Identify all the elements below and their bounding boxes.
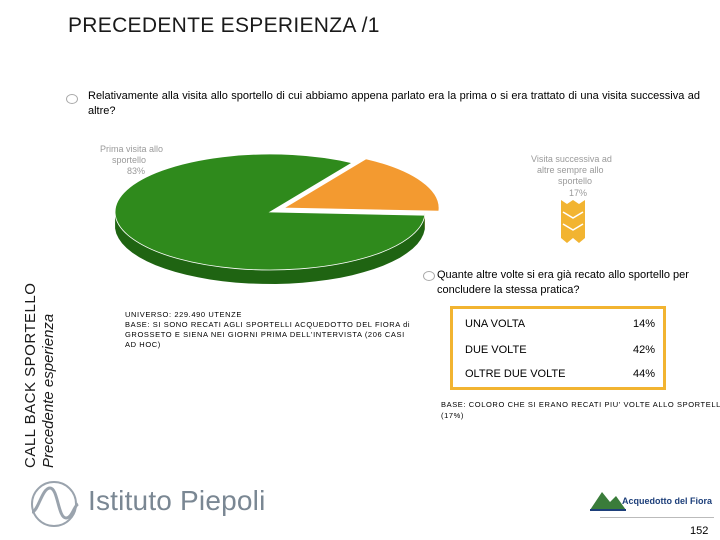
visits-table: UNA VOLTA 14% DUE VOLTE 42% OLTRE DUE VO… — [450, 306, 666, 390]
footer-divider — [600, 517, 714, 518]
table-row-label: DUE VOLTE — [465, 344, 527, 356]
partner-logo-text: Acquedotto del Fiora — [622, 496, 712, 506]
table-row-label: OLTRE DUE VOLTE — [465, 368, 566, 380]
pie-label-first-visit-line2: sportello — [112, 155, 146, 165]
pie-slice-2 — [282, 158, 440, 212]
pie-label-subsequent: Visita successiva ad — [531, 154, 612, 164]
pie-label-first-visit: Prima visita allo — [100, 144, 163, 154]
bullet-icon — [66, 94, 78, 104]
pie-slice-side-1 — [115, 214, 425, 284]
arrow-down-icon — [561, 200, 585, 243]
pie-group — [114, 153, 440, 284]
pie-pct-subsequent: 17% — [569, 188, 587, 198]
table-row-value: 42% — [632, 344, 655, 356]
mountain-logo-icon — [590, 492, 626, 511]
pie-slice-1 — [114, 153, 426, 271]
pie-pct-first-visit: 83% — [127, 166, 145, 176]
pie-label-subsequent-line2: altre sempre allo — [537, 165, 604, 175]
base-note: BASE: COLORO CHE SI ERANO RECATI PIU' VO… — [441, 400, 720, 420]
page-title: PRECEDENTE ESPERIENZA /1 — [68, 14, 380, 37]
question-2: Quante altre volte si era già recato all… — [437, 269, 689, 296]
table-row-value: 44% — [632, 368, 655, 380]
bullet-icon — [423, 271, 435, 281]
question-1: Relativamente alla visita allo sportello… — [88, 90, 700, 117]
piepoli-logo-icon — [31, 481, 79, 527]
table-row-value: 14% — [632, 318, 655, 330]
brand-name: Istituto Piepoli — [88, 485, 266, 516]
pie-label-subsequent-line3: sportello — [558, 176, 592, 186]
universe-note: UNIVERSO: 229.490 UTENZE BASE: SI SONO R… — [125, 310, 411, 349]
table-row-label: UNA VOLTA — [465, 318, 526, 330]
page-number: 152 — [690, 525, 709, 537]
